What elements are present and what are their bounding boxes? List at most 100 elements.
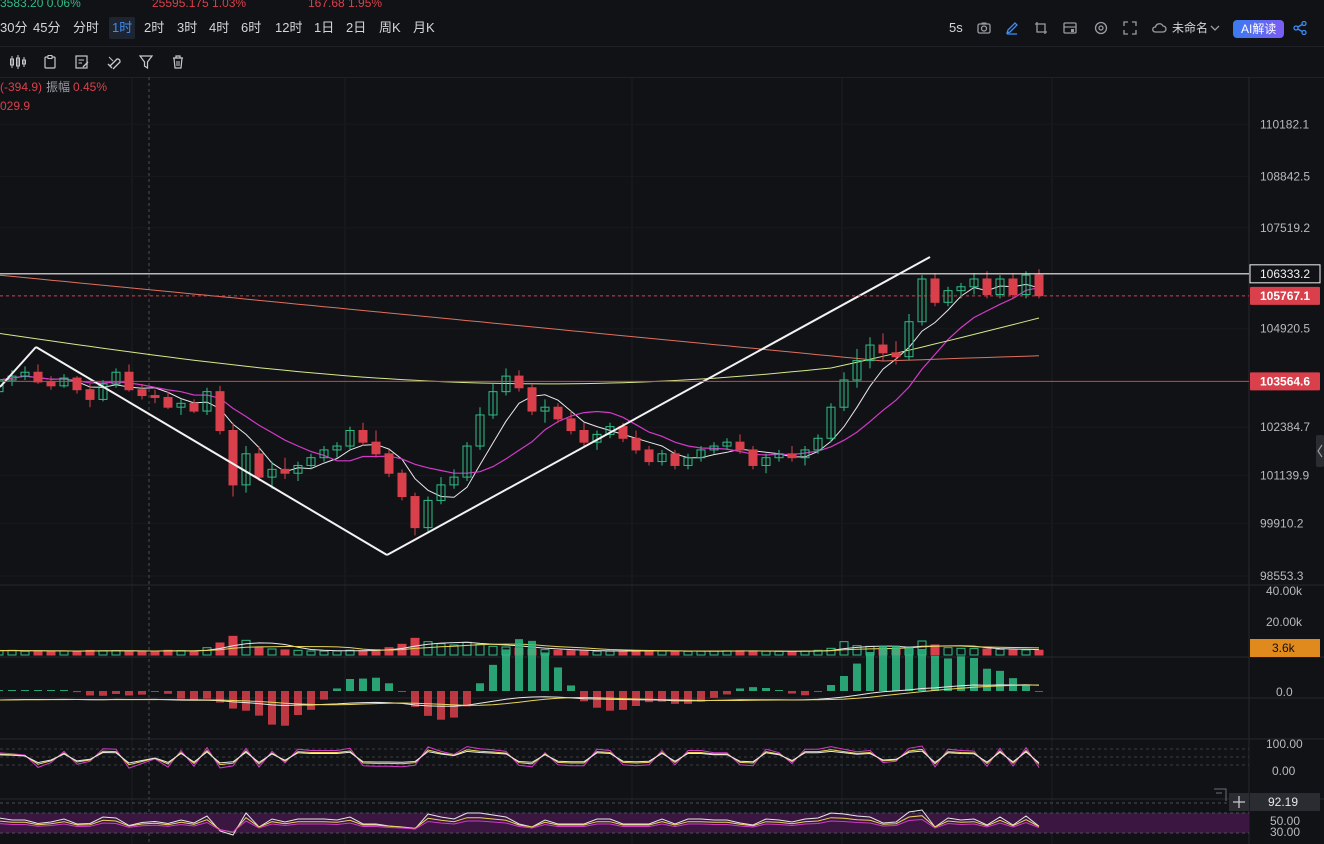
timeframe-tab[interactable]: 30分 — [0, 20, 28, 35]
clipboard-icon[interactable] — [42, 54, 58, 70]
macd-bar — [606, 691, 614, 711]
timeframe-tab[interactable]: 6时 — [241, 20, 262, 35]
timeframe-tab[interactable]: 45分 — [33, 20, 61, 35]
trendline[interactable] — [0, 346, 37, 388]
indicator-icon[interactable] — [1062, 20, 1078, 36]
candle — [293, 461, 303, 481]
candle — [1021, 271, 1031, 299]
candle — [579, 422, 589, 447]
ticker-item[interactable]: 3583.20 0.06% — [0, 0, 81, 10]
candle — [0, 379, 4, 393]
macd-bar — [203, 691, 211, 699]
macd-bar — [281, 691, 289, 726]
resize-icon[interactable] — [1214, 788, 1227, 801]
crop-icon[interactable] — [1033, 20, 1049, 36]
macd-bar — [996, 670, 1004, 691]
candle — [319, 446, 329, 462]
kdj-tick: 0.00 — [1272, 764, 1296, 778]
timeframe-tab[interactable]: 2时 — [144, 20, 165, 35]
volume-bar — [579, 650, 589, 656]
macd-bar — [333, 688, 341, 691]
drawing-toolbar — [0, 46, 1324, 78]
candle — [566, 411, 576, 435]
volume-bar — [1008, 649, 1018, 656]
candle — [33, 364, 43, 384]
candle — [475, 407, 485, 450]
timeframe-tab[interactable]: 月K — [413, 20, 435, 35]
macd-bar — [437, 691, 445, 720]
ticker-item[interactable]: 25595.175 1.03% — [152, 0, 247, 10]
candle — [267, 461, 277, 489]
timeframe-tab[interactable]: 4时 — [209, 20, 230, 35]
macd-bar — [489, 664, 497, 691]
timeframe-tab[interactable]: 分时 — [73, 20, 100, 35]
timeframe-tab[interactable]: 1时 — [109, 17, 136, 39]
candle — [917, 275, 927, 326]
share-icon[interactable] — [1292, 20, 1308, 36]
resistance-label-box — [1250, 264, 1320, 283]
magnet-icon[interactable] — [106, 54, 122, 70]
plus-icon — [1233, 796, 1245, 808]
candle — [722, 438, 732, 450]
timeframe-tab[interactable]: 3时 — [177, 20, 198, 35]
volume-bar — [319, 650, 329, 656]
rsi-tick: 30.00 — [1270, 825, 1300, 839]
pencil-icon[interactable] — [1004, 20, 1020, 36]
macd-bar — [645, 691, 653, 703]
price-chart[interactable]: 110182.1 108842.5 107519.2 104920.5 102384.7… — [0, 77, 1324, 844]
filter-icon[interactable] — [138, 54, 154, 70]
timeframe-tab[interactable]: 周K — [379, 20, 401, 35]
macd-bar — [47, 690, 55, 691]
ai-interpret-button[interactable]: AI解读 — [1233, 20, 1285, 38]
candle — [982, 271, 992, 299]
candle — [670, 449, 680, 470]
chevron-down-icon[interactable] — [1210, 20, 1220, 36]
macd-bar — [866, 652, 874, 691]
candle — [436, 477, 446, 505]
trendline[interactable] — [386, 256, 931, 556]
volume-bar — [956, 647, 966, 656]
trash-icon[interactable] — [170, 54, 186, 70]
candle — [553, 403, 563, 423]
price-tick: 98553.3 — [1260, 569, 1304, 583]
volume-bar — [813, 649, 823, 656]
volume-bar — [163, 649, 173, 656]
macd-bar — [749, 687, 757, 691]
camera-icon[interactable] — [976, 20, 992, 36]
candle — [748, 446, 758, 470]
macd-bar — [86, 691, 94, 696]
rsi-current: 92.19 — [1268, 795, 1298, 809]
candle — [735, 434, 745, 454]
volume-bar — [826, 647, 836, 656]
settings-icon[interactable] — [1093, 20, 1109, 36]
macd-bar — [879, 645, 887, 691]
volume-bar — [189, 650, 199, 656]
layout-name[interactable]: 未命名 — [1172, 21, 1209, 35]
volume-bar — [72, 650, 82, 656]
macd-bar — [138, 691, 146, 695]
candle — [800, 446, 810, 466]
macd-bar — [957, 656, 965, 691]
candle — [839, 372, 849, 412]
refresh-interval[interactable]: 5s — [949, 20, 963, 35]
timeframe-tab[interactable]: 1日 — [314, 20, 335, 35]
timeframe-tab[interactable]: 12时 — [275, 20, 303, 35]
candles-icon[interactable] — [9, 54, 27, 70]
volume-bar — [436, 643, 446, 656]
volume-bar — [1021, 649, 1031, 656]
macd-bar — [411, 691, 419, 707]
volume-bar — [657, 650, 667, 656]
edit-note-icon[interactable] — [74, 54, 90, 70]
candle — [228, 422, 238, 497]
volume-bar — [137, 651, 147, 656]
candle — [332, 442, 342, 458]
macd-bar — [814, 691, 822, 692]
timeframe-tab[interactable]: 2日 — [346, 20, 367, 35]
resistance-label: 106333.2 — [1260, 267, 1310, 281]
ticker-item[interactable]: 167.68 1.95% — [308, 0, 383, 10]
macd-bar — [801, 691, 809, 696]
macd-bar — [567, 685, 575, 691]
fullscreen-icon[interactable] — [1122, 20, 1138, 36]
collapse-handle[interactable] — [1316, 435, 1324, 467]
candle — [774, 449, 784, 462]
